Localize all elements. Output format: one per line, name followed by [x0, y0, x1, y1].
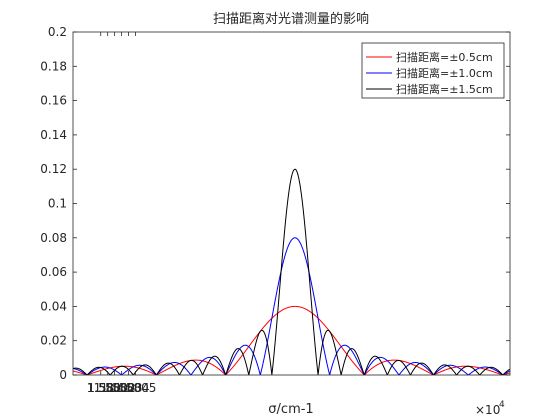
x-axis-multiplier: ×10 4 — [475, 400, 505, 417]
series-lines — [73, 168, 510, 375]
y-tick-label: 0.06 — [40, 265, 67, 279]
x-multiplier-exponent: 4 — [499, 400, 505, 410]
y-tick-label: 0.2 — [48, 25, 67, 39]
legend-label-3: 扫描距离=±1.5cm — [396, 82, 493, 96]
x-multiplier-base: ×10 — [475, 403, 500, 417]
y-tick-label: 0 — [59, 368, 67, 382]
x-tick-label: 1.5801 — [87, 381, 129, 395]
x-axis-label: σ/cm-1 — [268, 402, 313, 417]
y-tick-label: 0.08 — [40, 231, 67, 245]
y-tick-label: 0.04 — [40, 299, 67, 313]
legend: 扫描距离=±0.5cm 扫描距离=±1.0cm 扫描距离=±1.5cm — [361, 42, 505, 99]
y-tick-label: 0.1 — [48, 197, 67, 211]
series-layer — [73, 168, 510, 375]
series-line-1 — [73, 305, 510, 375]
series-line-2 — [73, 237, 510, 375]
y-tick-label: 0.12 — [40, 162, 67, 176]
chart-title: 扫描距离对光谱测量的影响 — [213, 11, 369, 27]
x-tick-label: 1.58 — [87, 381, 114, 395]
legend-label-1: 扫描距离=±0.5cm — [396, 50, 493, 64]
x-tick-label: 1.5805 — [114, 381, 156, 395]
x-tick-label: 1.5802 — [94, 381, 136, 395]
x-tick-label: 1.5803 — [101, 381, 143, 395]
legend-label-2: 扫描距离=±1.0cm — [396, 66, 493, 80]
series-line-3 — [73, 168, 510, 375]
y-tick-label: 0.02 — [40, 334, 67, 348]
y-tick-label: 0.14 — [40, 128, 67, 142]
y-tick-label: 0.16 — [40, 94, 67, 108]
y-tick-label: 0.18 — [40, 59, 67, 73]
x-tick-label: 1.5804 — [107, 381, 149, 395]
